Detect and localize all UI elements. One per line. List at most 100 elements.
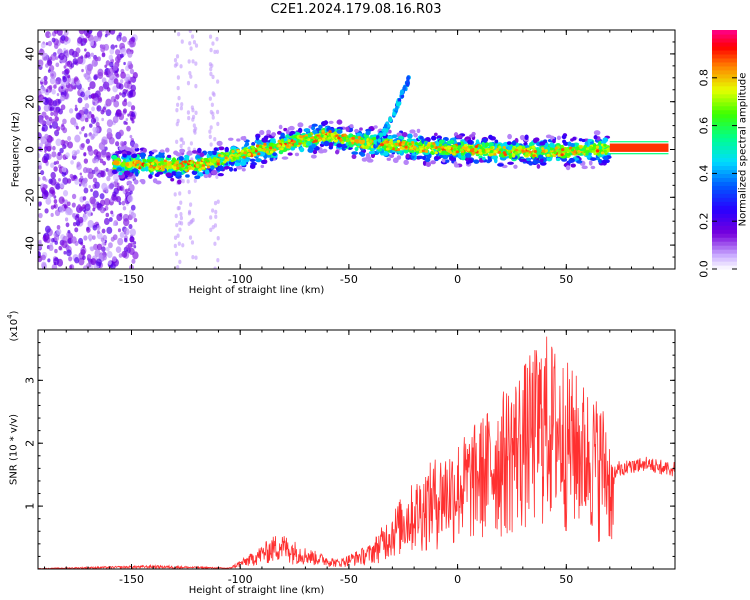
- heatmap-cell: [173, 150, 179, 156]
- heatmap-cell: [194, 175, 201, 180]
- heatmap-speckle: [123, 120, 127, 125]
- heatmap-cell: [210, 169, 218, 176]
- heatmap-core: [158, 163, 162, 167]
- heatmap-core: [343, 133, 347, 137]
- heatmap-speckle: [187, 146, 191, 152]
- colorbar-segment: [712, 197, 737, 202]
- heatmap-cell: [112, 160, 120, 166]
- heatmap-cell: [186, 150, 193, 156]
- heatmap-speckle: [99, 206, 106, 214]
- heatmap-speckle: [109, 61, 114, 68]
- heatmap-speckle: [94, 90, 101, 98]
- heatmap-band-edge: [609, 153, 669, 155]
- heatmap-core: [263, 142, 267, 146]
- heatmap-speckle: [69, 265, 73, 269]
- heatmap-speckle: [45, 42, 49, 46]
- heatmap-core: [135, 161, 139, 165]
- heatmap-core: [161, 165, 165, 169]
- heatmap-branch: [383, 123, 388, 129]
- heatmap-speckle: [86, 111, 93, 119]
- colorbar-tick-label: 0.8: [698, 69, 711, 87]
- heatmap-cell: [588, 160, 593, 166]
- heatmap-speckle: [49, 186, 55, 195]
- heatmap-speckle: [175, 107, 179, 113]
- heatmap-speckle: [186, 80, 191, 86]
- heatmap-speckle: [108, 54, 114, 61]
- heatmap-cell: [255, 158, 262, 163]
- heatmap-speckle: [128, 80, 131, 85]
- heatmap-speckle: [46, 118, 51, 124]
- colorbar-segment: [712, 49, 737, 55]
- heatmap-speckle: [100, 237, 105, 242]
- colorbar-segment: [712, 241, 737, 246]
- heatmap-cell: [519, 158, 527, 163]
- heatmap-cell: [224, 146, 229, 153]
- heatmap-speckle: [60, 35, 66, 41]
- heatmap-cell: [482, 138, 488, 144]
- heatmap-speckle: [46, 145, 52, 152]
- heatmap-core: [441, 150, 445, 154]
- heatmap-cell: [600, 140, 607, 144]
- heatmap-speckle: [173, 192, 177, 197]
- heatmap-speckle: [115, 49, 120, 56]
- heatmap-cell: [481, 156, 486, 161]
- heatmap-speckle: [49, 77, 56, 85]
- heatmap-core: [531, 145, 536, 149]
- heatmap-speckle: [112, 115, 119, 124]
- heatmap-speckle: [74, 104, 78, 108]
- heatmap-core: [253, 153, 257, 157]
- heatmap-cell: [199, 152, 205, 158]
- heatmap-speckle: [181, 140, 186, 146]
- heatmap-speckle: [101, 52, 106, 57]
- heatmap-core: [176, 166, 180, 170]
- heatmap-core: [408, 142, 412, 146]
- heatmap-cell: [303, 128, 311, 133]
- colorbar-segment: [712, 53, 737, 59]
- heatmap-speckle: [112, 64, 118, 71]
- heatmap-speckle: [82, 106, 86, 112]
- heatmap-speckle: [191, 108, 195, 113]
- heatmap-speckle: [179, 215, 184, 221]
- heatmap-speckle: [49, 70, 57, 79]
- heatmap-cell: [117, 150, 123, 155]
- heatmap-core: [280, 147, 284, 151]
- heatmap-speckle: [127, 60, 131, 66]
- heatmap-core: [579, 145, 583, 149]
- heatmap-cell: [523, 142, 528, 146]
- heatmap-speckle: [127, 113, 130, 117]
- heatmap-cell: [148, 174, 153, 179]
- heatmap-speckle: [84, 48, 87, 52]
- heatmap-speckle: [180, 39, 184, 44]
- colorbar-title: Normalized spectral amplitude: [738, 73, 749, 227]
- colorbar-segment: [712, 253, 737, 258]
- heatmap-core: [503, 153, 508, 157]
- heatmap-cell: [491, 155, 497, 160]
- colorbar-segment: [712, 81, 737, 87]
- heatmap-speckle: [110, 44, 116, 51]
- heatmap-speckle: [117, 237, 124, 246]
- heatmap-band: [609, 143, 669, 152]
- heatmap-speckle: [62, 143, 67, 150]
- heatmap-cell: [358, 151, 364, 156]
- heatmap-core: [198, 168, 202, 172]
- heatmap-speckle: [77, 37, 83, 44]
- heatmap-core: [570, 148, 575, 152]
- heatmap-branch: [406, 76, 410, 81]
- heatmap-speckle: [96, 243, 103, 251]
- heatmap-core: [426, 143, 431, 147]
- heatmap-speckle: [80, 142, 85, 148]
- heatmap-cell: [425, 161, 432, 167]
- heatmap-cell: [142, 158, 147, 163]
- heatmap-speckle: [98, 85, 104, 92]
- heatmap-core: [216, 159, 221, 163]
- heatmap-speckle: [125, 244, 130, 251]
- heatmap-speckle: [191, 217, 195, 223]
- heatmap-core: [166, 162, 171, 166]
- heatmap-speckle: [67, 83, 74, 92]
- heatmap-cell: [524, 134, 529, 141]
- heatmap-speckle: [43, 104, 50, 112]
- heatmap-cell: [358, 138, 366, 145]
- heatmap-speckle: [108, 183, 114, 190]
- heatmap-cell: [139, 178, 145, 183]
- heatmap-core: [298, 140, 303, 144]
